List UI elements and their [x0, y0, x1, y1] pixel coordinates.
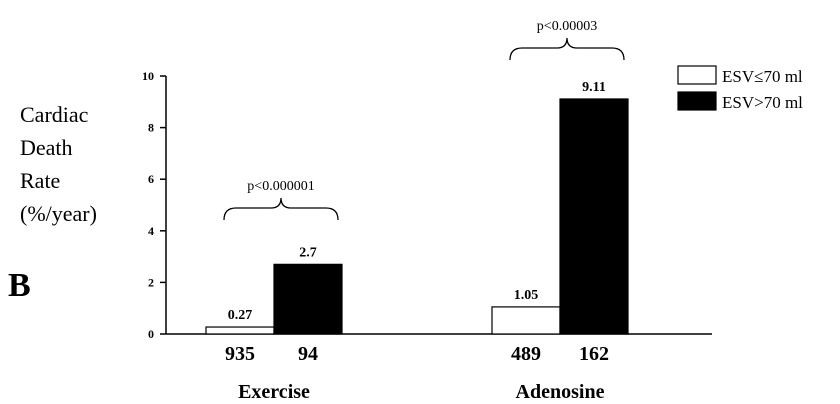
y-axis-label-line-3: Rate — [20, 168, 60, 193]
y-axis-label: Cardiac Death Rate (%/year) — [20, 102, 97, 226]
bar — [273, 263, 343, 335]
y-tick-label: 4 — [148, 224, 154, 238]
n-labels: 935 94 489 162 — [225, 343, 609, 365]
bar — [491, 306, 561, 335]
n-label: 94 — [298, 343, 318, 365]
legend-label: ESV>70 ml — [722, 93, 803, 112]
bar — [559, 98, 629, 335]
y-ticks: 0 2 4 6 8 10 — [142, 69, 166, 341]
bars — [205, 98, 629, 335]
bar-value-label: 9.11 — [582, 80, 606, 95]
y-axis-label-line-1: Cardiac — [20, 102, 89, 127]
group-label: Exercise — [238, 381, 310, 403]
value-labels: 0.27 2.7 1.05 9.11 — [228, 80, 606, 323]
n-label: 162 — [579, 343, 609, 365]
y-tick-label: 6 — [148, 172, 154, 186]
p-value-label: p<0.00003 — [537, 19, 597, 34]
legend-label: ESV≤70 ml — [722, 67, 803, 86]
p-value-brackets: p<0.000001 p<0.00003 — [223, 19, 625, 221]
y-tick-label: 0 — [148, 327, 154, 341]
legend-swatch — [677, 91, 717, 111]
y-axis-label-line-4: (%/year) — [20, 201, 97, 226]
n-label: 489 — [511, 343, 541, 365]
bar-value-label: 0.27 — [228, 308, 253, 323]
y-tick-label: 8 — [148, 121, 154, 135]
y-tick-label: 10 — [142, 69, 154, 83]
n-label: 935 — [225, 343, 255, 365]
bar-value-label: 1.05 — [514, 288, 539, 303]
panel-label: B — [8, 267, 31, 304]
group-label: Adenosine — [516, 381, 605, 403]
bar-value-label: 2.7 — [299, 245, 317, 260]
p-value-brace — [509, 37, 625, 61]
legend-swatch — [677, 65, 717, 85]
group-labels: Exercise Adenosine — [238, 381, 604, 403]
bar — [205, 326, 275, 335]
y-tick-label: 2 — [148, 275, 154, 289]
p-value-label: p<0.000001 — [247, 179, 314, 194]
p-value-brace — [223, 197, 339, 221]
y-axis-label-line-2: Death — [20, 135, 73, 160]
legend: ESV≤70 ml ESV>70 ml — [677, 65, 803, 112]
